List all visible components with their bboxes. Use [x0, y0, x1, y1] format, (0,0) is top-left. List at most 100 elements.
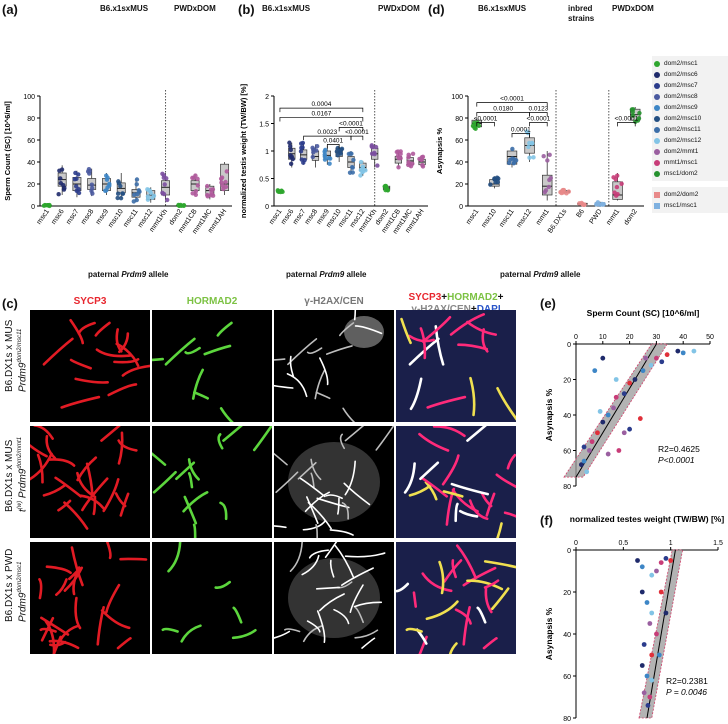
data-point	[637, 110, 642, 116]
p-value-label: <0.0001	[615, 115, 639, 122]
data-point	[224, 169, 229, 174]
data-point	[658, 589, 664, 595]
regression-line	[646, 549, 676, 719]
data-point	[375, 163, 380, 168]
micrograph-image	[161, 542, 257, 643]
micrograph-image	[38, 542, 148, 654]
data-point	[647, 694, 653, 700]
chromosome-axis	[329, 529, 354, 536]
data-point	[288, 161, 294, 166]
significance-bracket	[350, 135, 364, 141]
data-point	[605, 451, 611, 457]
data-point	[120, 191, 125, 196]
xaxis-title-a: paternal Prdm9 allele	[88, 270, 169, 279]
data-point	[76, 187, 81, 192]
legend-label: dom2/msc11	[664, 126, 701, 133]
panel-label-a: (a)	[2, 2, 18, 17]
data-point	[104, 177, 110, 182]
y-tick-label: 0	[567, 342, 571, 349]
chromosome-axis	[484, 587, 493, 614]
p-value-label: 0.0167	[311, 110, 331, 117]
chart-d-asynapsis: 0 20 40 60 80 100 Asynapsis % msc1 msc10 msc11 msc…	[435, 90, 644, 235]
legend-swatch	[654, 60, 660, 67]
micrograph-row3-merge	[396, 542, 516, 654]
chromosome-axis	[107, 383, 138, 397]
data-point	[193, 173, 198, 178]
data-point	[410, 151, 416, 157]
x-tick-label: 30	[653, 334, 661, 341]
legend-swatch	[654, 148, 660, 155]
significance-bracket	[326, 144, 340, 149]
x-tick-label: 0	[574, 334, 578, 341]
micrograph-row2-merge	[396, 426, 516, 538]
header-b6-b: B6.x1sxMUS	[262, 4, 311, 13]
chromosome-axis	[76, 456, 98, 482]
chromosome-axis	[462, 566, 497, 587]
data-point	[135, 191, 140, 197]
chromosome-axis	[152, 470, 177, 494]
data-point	[131, 199, 136, 204]
data-point	[363, 168, 368, 173]
y-tick-label: 60	[563, 674, 571, 681]
chromosome-axis	[442, 490, 464, 498]
p-value-label: 0.0004	[311, 101, 331, 108]
merge-title-part: +	[471, 304, 477, 315]
significance-bracket	[476, 122, 495, 127]
y-tick-label: 20	[27, 182, 35, 189]
chromosome-axis	[70, 546, 84, 587]
data-point	[691, 348, 697, 354]
panel-label-f: (f)	[540, 513, 553, 528]
data-point	[41, 203, 47, 208]
data-point	[58, 176, 63, 181]
data-point	[210, 193, 216, 198]
data-point	[600, 355, 606, 361]
data-point	[473, 126, 478, 131]
legend-item: mmt1/msc1	[654, 157, 726, 168]
chromosome-axis	[36, 453, 44, 484]
data-point	[300, 145, 305, 150]
legend-item: dom2/mmt1	[654, 146, 726, 157]
data-point	[118, 195, 124, 201]
chromosome-axis	[496, 386, 516, 421]
data-point	[56, 192, 61, 197]
chromosome-axis	[344, 552, 386, 558]
micrograph-image	[30, 426, 138, 530]
legend-main-box: dom2/msc1 dom2/msc6 dom2/msc7 dom2/msc8 dom2…	[652, 56, 728, 181]
data-point	[115, 195, 120, 201]
data-point	[373, 144, 379, 150]
dapi-background	[396, 310, 516, 422]
data-point	[181, 203, 187, 208]
x-tick-label: 40	[679, 334, 687, 341]
data-point	[541, 153, 546, 159]
legend-label: msc1/dom2	[664, 170, 698, 177]
chromosome-axis	[116, 637, 132, 650]
header-pwd-b: PWDxDOM	[378, 4, 420, 13]
chromosome-axis	[339, 433, 346, 450]
legend-square-box: dom2/dom2 msc1/msc1	[652, 187, 728, 213]
chromosome-axis	[412, 591, 418, 608]
data-point	[298, 149, 304, 154]
xaxis-title-d: paternal Prdm9 allele	[500, 270, 581, 279]
chromosome-axis	[164, 337, 196, 366]
data-point	[223, 179, 228, 185]
data-point	[406, 160, 411, 165]
h2ax-cloud	[288, 558, 380, 638]
merge-title-part: DAPI	[477, 304, 501, 315]
data-point	[208, 187, 214, 192]
chromosome-axis	[421, 315, 452, 343]
data-point	[582, 202, 587, 207]
merge-title-part: γ-H2AX/CEN	[411, 304, 470, 315]
chromosome-axis	[289, 355, 295, 378]
chromosome-axis	[304, 491, 330, 513]
legend-item: dom2/msc10	[654, 113, 726, 124]
annotation-p: P<0.0001	[658, 455, 695, 465]
chromosome-axis	[409, 377, 423, 411]
chromosome-axis	[287, 338, 318, 366]
data-point	[165, 197, 170, 203]
y-tick-label: 80	[563, 484, 571, 491]
data-point	[57, 168, 62, 173]
data-point	[134, 177, 140, 182]
chromosome-axis	[344, 426, 365, 442]
data-point	[619, 181, 624, 187]
chromosome-axis	[117, 439, 138, 452]
